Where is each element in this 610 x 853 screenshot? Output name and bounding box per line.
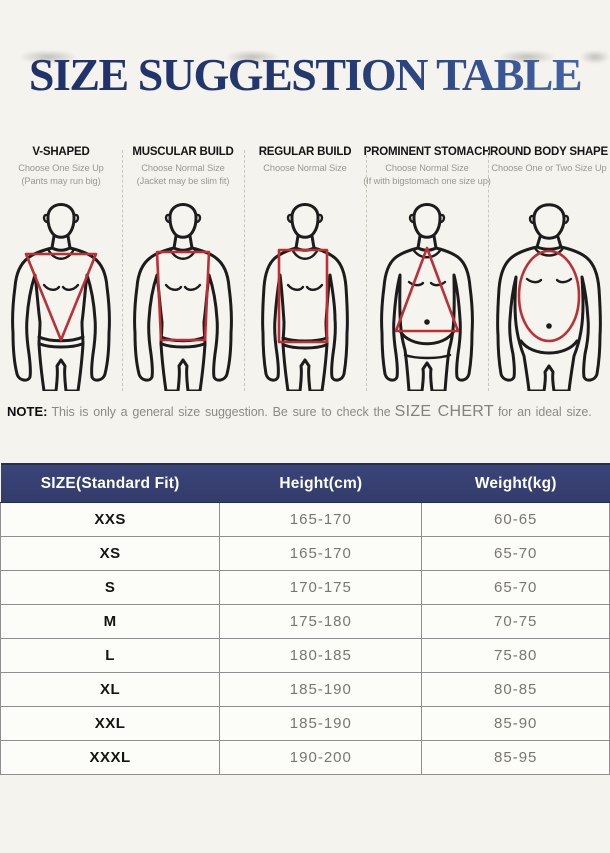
- column-divider: [366, 150, 367, 391]
- size-column-header: SIZE(Standard Fit): [0, 463, 220, 503]
- table-row: M 175-180 70-75: [0, 604, 610, 639]
- height-cell: 165-170: [219, 502, 423, 537]
- size-suggestion-page: { "title": "SIZE SUGGESTION TABLE", "fig…: [0, 50, 610, 853]
- navel-dot: [424, 319, 430, 325]
- height-cell: 165-170: [219, 536, 423, 571]
- weight-column-header: Weight(kg): [421, 463, 610, 503]
- height-cell: 175-180: [219, 604, 423, 639]
- column-divider: [244, 150, 245, 391]
- red-oval-overlay: [517, 249, 581, 343]
- figure-label: REGULAR BUILD: [258, 146, 352, 158]
- figure-label: V-SHAPED: [32, 146, 90, 158]
- figure-subtitle: Choose One or Two Size Up: [491, 163, 607, 173]
- photo-smudge: [225, 50, 280, 64]
- size-table: SIZE(Standard Fit) Height(cm) Weight(kg)…: [0, 463, 610, 775]
- table-row: XXL 185-190 85-90: [0, 706, 610, 741]
- note-text-before: This is only a general size suggestion. …: [51, 405, 391, 419]
- height-cell: 185-190: [219, 706, 423, 741]
- note-emphasis: SIZE CHERT: [394, 403, 494, 420]
- size-table-header-row: SIZE(Standard Fit) Height(cm) Weight(kg): [0, 463, 610, 503]
- table-row: S 170-175 65-70: [0, 570, 610, 605]
- note-text-after: for an ideal size.: [497, 405, 592, 419]
- weight-cell: 85-90: [421, 706, 610, 741]
- note-line: NOTE: This is only a general size suggest…: [7, 403, 603, 421]
- body-shape-section: V-SHAPED Choose One Size Up (Pants may r…: [0, 144, 610, 391]
- red-trapezoid-overlay: [155, 250, 211, 342]
- height-cell: 170-175: [219, 570, 423, 605]
- note-prefix: NOTE:: [7, 404, 48, 419]
- size-cell: XXL: [0, 706, 221, 741]
- figure-subtitle: Choose Normal Size: [385, 163, 469, 173]
- height-cell: 180-185: [219, 638, 423, 673]
- size-cell: XXXL: [0, 740, 221, 775]
- red-inverted-triangle-overlay: [24, 252, 98, 342]
- round-body-figure: [496, 203, 602, 391]
- v-shaped-body-figure: [11, 203, 111, 391]
- figure-label: ROUND BODY SHAPE: [490, 146, 608, 158]
- size-cell: L: [0, 638, 221, 673]
- figure-subtitle: (Pants may run big): [21, 176, 101, 186]
- regular-body-figure: [261, 203, 349, 391]
- photo-smudge: [498, 50, 556, 64]
- size-cell: XXS: [0, 502, 221, 537]
- red-upward-triangle-overlay: [394, 246, 460, 333]
- size-cell: XS: [0, 536, 221, 571]
- weight-cell: 75-80: [421, 638, 610, 673]
- figure-label: PROMINENT STOMACH: [363, 146, 491, 158]
- weight-cell: 85-95: [421, 740, 610, 775]
- figure-column-muscular: MUSCULAR BUILD Choose Normal Size (Jacke…: [122, 144, 244, 391]
- weight-cell: 65-70: [421, 536, 610, 571]
- weight-cell: 70-75: [421, 604, 610, 639]
- column-divider: [488, 150, 489, 391]
- figure-label: MUSCULAR BUILD: [132, 146, 234, 158]
- column-divider: [122, 150, 123, 391]
- muscular-body-figure: [133, 203, 233, 391]
- photo-smudge: [580, 50, 610, 64]
- red-rectangle-overlay: [277, 248, 329, 344]
- table-row: XXXL 190-200 85-95: [0, 740, 610, 775]
- figure-column-v-shaped: V-SHAPED Choose One Size Up (Pants may r…: [0, 144, 122, 391]
- weight-cell: 65-70: [421, 570, 610, 605]
- figure-subtitle: (Jacket may be slim fit): [136, 176, 230, 186]
- weight-cell: 80-85: [421, 672, 610, 707]
- table-row: XS 165-170 65-70: [0, 536, 610, 571]
- page-title: SIZE SUGGESTION TABLE: [4, 50, 606, 100]
- size-cell: XL: [0, 672, 221, 707]
- height-column-header: Height(cm): [219, 463, 422, 503]
- figure-subtitle: Choose Normal Size: [263, 163, 347, 173]
- figure-column-prominent-stomach: PROMINENT STOMACH Choose Normal Size (If…: [363, 144, 491, 391]
- table-row: L 180-185 75-80: [0, 638, 610, 673]
- photo-smudge: [18, 50, 78, 64]
- size-cell: M: [0, 604, 221, 639]
- table-row: XXS 165-170 60-65: [0, 502, 610, 537]
- navel-dot: [546, 323, 552, 329]
- size-cell: S: [0, 570, 221, 605]
- figure-subtitle: Choose One Size Up: [18, 163, 104, 173]
- figure-column-regular: REGULAR BUILD Choose Normal Size: [244, 144, 366, 391]
- figure-column-round: ROUND BODY SHAPE Choose One or Two Size …: [488, 144, 610, 391]
- table-row: XL 185-190 80-85: [0, 672, 610, 707]
- prominent-stomach-body-figure: [380, 203, 474, 391]
- figure-subtitle: Choose Normal Size: [141, 163, 225, 173]
- height-cell: 190-200: [219, 740, 423, 775]
- figure-subtitle: (If with bigstomach one size up): [363, 176, 491, 186]
- weight-cell: 60-65: [421, 502, 610, 537]
- height-cell: 185-190: [219, 672, 423, 707]
